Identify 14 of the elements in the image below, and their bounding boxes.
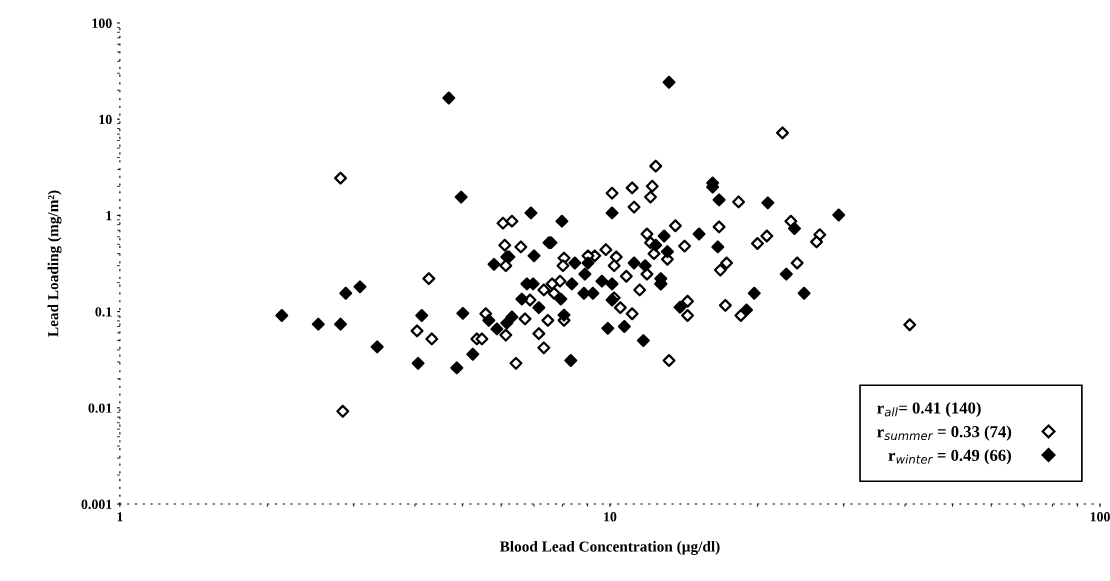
x-tick-label: 10: [604, 512, 617, 522]
legend-label: r$_{summer}$ = 0.33 (74): [877, 425, 1012, 441]
y-tick-label: 0.1: [95, 307, 112, 317]
y-tick-label: 1: [106, 211, 112, 221]
y-tick-label: 100: [92, 18, 112, 28]
y-tick-label: 10: [99, 114, 112, 125]
x-axis-title: Blood Lead Concentration (µg/dl): [499, 540, 720, 555]
x-tick-label: 1: [117, 512, 123, 522]
legend-label: r$_{winter}$ = 0.49 (66): [888, 449, 1011, 465]
y-axis-title: Lead Loading (mg/m²): [47, 190, 62, 337]
legend-title: r$_{all}$= 0.41 (140): [877, 401, 981, 418]
y-tick-label: 0.01: [88, 403, 112, 413]
x-tick-label: 100: [1090, 512, 1110, 522]
y-tick-label: 0.001: [81, 499, 112, 510]
